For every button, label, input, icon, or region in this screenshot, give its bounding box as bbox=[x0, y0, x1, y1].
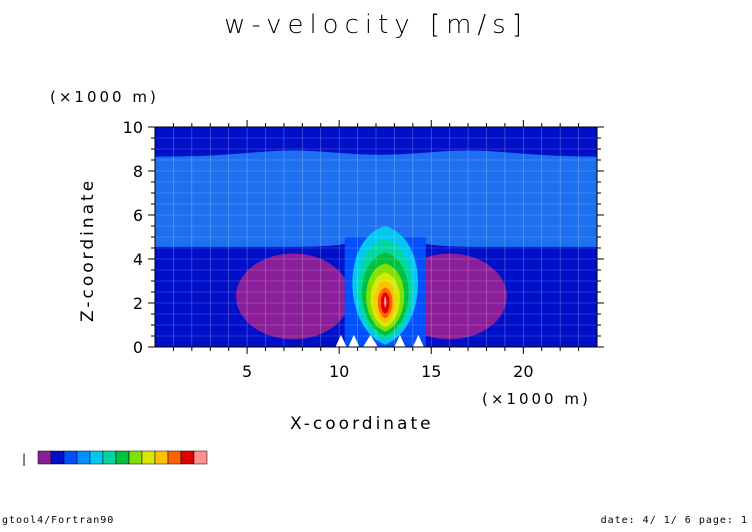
upper-band bbox=[155, 150, 597, 247]
downdraft-left bbox=[236, 253, 351, 340]
colorbar-swatch bbox=[102, 450, 117, 465]
terrain-spike-3 bbox=[394, 334, 406, 347]
y-tick-label: 10 bbox=[123, 118, 143, 137]
y-tick-label: 2 bbox=[133, 294, 143, 313]
y-tick-label: 0 bbox=[133, 338, 143, 357]
chart-title: w-velocity [m/s] bbox=[224, 10, 528, 40]
x-tick-label: 10 bbox=[329, 362, 349, 381]
footer-left: gtool4/Fortran90 bbox=[2, 515, 115, 526]
x-axis-label: X-coordinate bbox=[290, 414, 434, 434]
terrain-spike-1 bbox=[348, 334, 360, 347]
colorbar-swatch bbox=[37, 450, 52, 465]
x-tick-label: 5 bbox=[242, 362, 252, 381]
plot-field bbox=[155, 127, 597, 347]
x-units-label: (×1000 m) bbox=[482, 390, 591, 408]
colorbar-swatch bbox=[63, 450, 78, 465]
footer-right: date: 4/ 1/ 6 page: 1 bbox=[600, 515, 748, 526]
colorbar-swatch bbox=[89, 450, 104, 465]
colorbar-swatch bbox=[193, 450, 208, 465]
terrain-spike-4 bbox=[412, 334, 424, 347]
updraft-level-8 bbox=[383, 296, 387, 308]
colorbar-swatch bbox=[76, 450, 91, 465]
x-tick-label: 15 bbox=[421, 362, 441, 381]
colorbar-swatch bbox=[115, 450, 130, 465]
colorbar-swatch bbox=[167, 450, 182, 465]
terrain-spike-0 bbox=[335, 334, 347, 347]
colorbar-marker: | bbox=[22, 452, 26, 466]
colorbar-swatch bbox=[154, 450, 169, 465]
colorbar-swatch bbox=[50, 450, 65, 465]
x-tick-label: 20 bbox=[513, 362, 533, 381]
colorbar-swatch bbox=[141, 450, 156, 465]
y-tick-label: 4 bbox=[133, 250, 143, 269]
y-tick-label: 6 bbox=[133, 206, 143, 225]
colorbar-swatch bbox=[180, 450, 195, 465]
y-units-label: (×1000 m) bbox=[50, 88, 159, 106]
colorbar-swatch bbox=[128, 450, 143, 465]
terrain-spike-2 bbox=[363, 334, 378, 347]
y-tick-label: 8 bbox=[133, 162, 143, 181]
